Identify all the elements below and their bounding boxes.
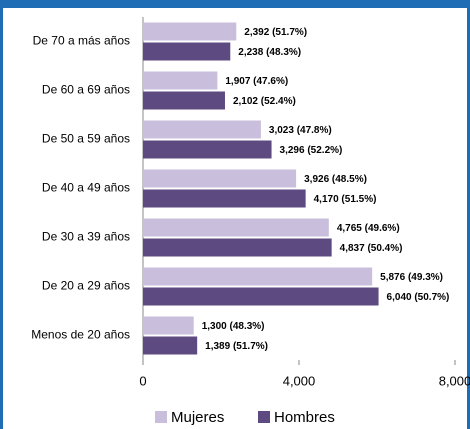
bar xyxy=(143,316,194,335)
value-label: 3,296 (52.2%) xyxy=(280,145,343,156)
value-label: 3,023 (47.8%) xyxy=(269,125,332,136)
value-label: 1,907 (47.6%) xyxy=(225,76,288,87)
bar xyxy=(143,169,297,188)
category-label: De 20 a 29 años xyxy=(42,279,130,293)
bar xyxy=(143,189,306,208)
legend-label: Hombres xyxy=(274,409,335,426)
legend-label: Mujeres xyxy=(171,409,224,426)
legend-swatch xyxy=(258,411,270,423)
bar xyxy=(143,42,231,61)
category-label: De 70 a más años xyxy=(33,34,130,48)
bar xyxy=(143,140,272,159)
value-label: 1,389 (51.7%) xyxy=(205,341,268,352)
bar xyxy=(143,238,332,257)
bar xyxy=(143,287,379,306)
value-label: 3,926 (48.5%) xyxy=(304,174,367,185)
x-tick-label: 4,000 xyxy=(283,373,316,388)
bar xyxy=(143,267,373,286)
bar xyxy=(143,218,329,237)
category-label: Menos de 20 años xyxy=(31,328,130,342)
value-label: 4,837 (50.4%) xyxy=(340,243,403,254)
category-label: De 30 a 39 años xyxy=(42,230,130,244)
category-label: De 50 a 59 años xyxy=(42,132,130,146)
left-border xyxy=(0,0,3,429)
value-label: 2,238 (48.3%) xyxy=(238,47,301,58)
value-label: 4,170 (51.5%) xyxy=(314,194,377,205)
value-label: 1,300 (48.3%) xyxy=(202,321,265,332)
bar xyxy=(143,91,225,110)
value-label: 5,876 (49.3%) xyxy=(380,272,443,283)
top-border xyxy=(0,0,470,8)
category-label: De 60 a 69 años xyxy=(42,83,130,97)
x-tick-label: 8,000 xyxy=(439,373,470,388)
value-label: 4,765 (49.6%) xyxy=(337,223,400,234)
bar xyxy=(143,336,198,355)
x-tick-label: 0 xyxy=(139,373,146,388)
category-label: De 40 a 49 años xyxy=(42,181,130,195)
value-label: 2,392 (51.7%) xyxy=(244,27,307,38)
right-border xyxy=(467,0,470,429)
value-label: 2,102 (52.4%) xyxy=(233,96,296,107)
legend-swatch xyxy=(155,411,167,423)
bar xyxy=(143,120,261,139)
bar xyxy=(143,22,237,41)
bar xyxy=(143,71,218,90)
value-label: 6,040 (50.7%) xyxy=(387,292,450,303)
